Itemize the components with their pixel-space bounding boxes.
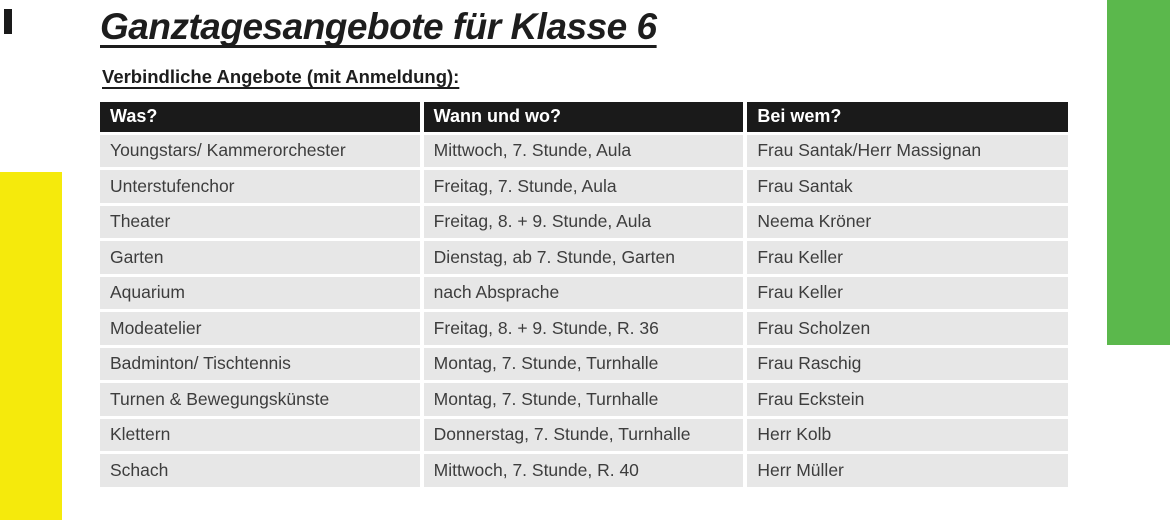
table-cell: Neema Kröner <box>747 205 1068 239</box>
table-cell: Aquarium <box>100 276 420 310</box>
slide-content: Ganztagesangebote für Klasse 6 Verbindli… <box>100 6 1070 490</box>
table-cell: Herr Müller <box>747 454 1068 487</box>
activities-table: Was? Wann und wo? Bei wem? Youngstars/ K… <box>96 99 1072 490</box>
table-cell: Frau Raschig <box>747 347 1068 381</box>
yellow-side-bar <box>0 172 62 520</box>
table-row: Modeatelier Freitag, 8. + 9. Stunde, R. 3… <box>100 312 1068 345</box>
table-cell: Frau Santak/Herr Massignan <box>747 134 1068 168</box>
table-row: Theater Freitag, 8. + 9. Stunde, Aula Neem… <box>100 205 1068 239</box>
header-wann-wo: Wann und wo? <box>423 101 744 132</box>
section-subtitle: Verbindliche Angebote (mit Anmeldung): <box>102 65 460 87</box>
table-cell: Freitag, 7. Stunde, Aula <box>423 170 744 203</box>
table-header-row: Was? Wann und wo? Bei wem? <box>100 101 1068 132</box>
table-cell: Youngstars/ Kammerorchester <box>100 134 420 168</box>
table-cell: Frau Keller <box>747 241 1068 274</box>
table-cell: Dienstag, ab 7. Stunde, Garten <box>423 241 744 274</box>
table-cell: Theater <box>100 205 420 239</box>
table-cell: Mittwoch, 7. Stunde, R. 40 <box>423 454 744 487</box>
table-row: Badminton/ Tischtennis Montag, 7. Stunde,… <box>100 347 1068 381</box>
header-bei-wem: Bei wem? <box>747 101 1068 132</box>
table-cell: Frau Santak <box>747 170 1068 203</box>
table-cell: Unterstufenchor <box>100 170 420 203</box>
table-cell: Mittwoch, 7. Stunde, Aula <box>423 134 744 168</box>
table-cell: Donnerstag, 7. Stunde, Turnhalle <box>423 418 744 452</box>
table-cell: Freitag, 8. + 9. Stunde, R. 36 <box>423 312 744 345</box>
table-row: Youngstars/ Kammerorchester Mittwoch, 7. … <box>100 134 1068 168</box>
green-side-bar <box>1107 0 1170 345</box>
table-cell: Montag, 7. Stunde, Turnhalle <box>423 347 744 381</box>
table-body: Youngstars/ Kammerorchester Mittwoch, 7. … <box>100 134 1068 487</box>
table-cell: Modeatelier <box>100 312 420 345</box>
table-cell: Schach <box>100 454 420 487</box>
table-cell: Klettern <box>100 418 420 452</box>
table-cell: Turnen & Bewegungskünste <box>100 383 420 416</box>
table-cell: Frau Keller <box>747 276 1068 310</box>
table-cell: Herr Kolb <box>747 418 1068 452</box>
table-cell: nach Absprache <box>423 276 744 310</box>
table-row: Schach Mittwoch, 7. Stunde, R. 40 Herr Mül… <box>100 454 1068 487</box>
table-cell: Badminton/ Tischtennis <box>100 347 420 381</box>
table-cell: Frau Scholzen <box>747 312 1068 345</box>
page-title: Ganztagesangebote für Klasse 6 <box>100 6 657 47</box>
table-cell: Frau Eckstein <box>747 383 1068 416</box>
table-cell: Garten <box>100 241 420 274</box>
table-cell: Montag, 7. Stunde, Turnhalle <box>423 383 744 416</box>
table-row: Turnen & Bewegungskünste Montag, 7. Stund… <box>100 383 1068 416</box>
table-row: Aquarium nach Absprache Frau Keller <box>100 276 1068 310</box>
header-was: Was? <box>100 101 420 132</box>
table-row: Garten Dienstag, ab 7. Stunde, Garten Frau… <box>100 241 1068 274</box>
corner-accent-mark <box>4 9 12 34</box>
table-row: Klettern Donnerstag, 7. Stunde, Turnhalle… <box>100 418 1068 452</box>
table-row: Unterstufenchor Freitag, 7. Stunde, Aula F… <box>100 170 1068 203</box>
table-cell: Freitag, 8. + 9. Stunde, Aula <box>423 205 744 239</box>
